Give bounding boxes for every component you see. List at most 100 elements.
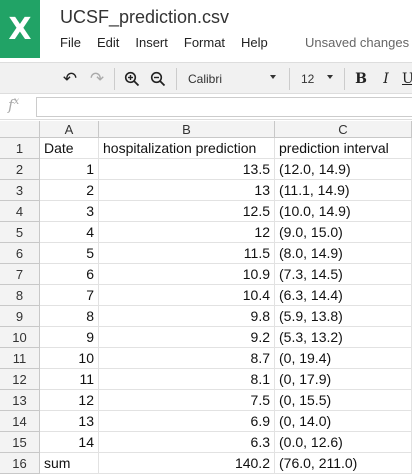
menu-format[interactable]: Format [183,35,226,50]
cell-c[interactable]: (0, 14.0) [275,411,412,432]
chevron-down-icon [327,75,333,79]
cell-c[interactable]: (0.0, 12.6) [275,432,412,453]
row-header[interactable]: 14 [0,411,40,432]
row-header[interactable]: 7 [0,264,40,285]
cell-a[interactable]: 5 [40,243,99,264]
cell-c[interactable]: (6.3, 14.4) [275,285,412,306]
cell-b[interactable]: 6.3 [99,432,275,453]
cell-a[interactable]: 7 [40,285,99,306]
table-row: 1 Date hospitalization prediction predictio… [0,138,412,159]
cell-c[interactable]: (5.3, 13.2) [275,327,412,348]
cell-a[interactable]: Date [40,138,99,159]
table-row: 14 13 6.9 (0, 14.0) [0,411,412,432]
cell-b[interactable]: 140.2 [99,453,275,474]
spreadsheet-grid: A B C 1 Date hospitalization prediction pre… [0,121,412,476]
cell-b[interactable]: 12 [99,222,275,243]
column-header-c[interactable]: C [275,121,412,138]
table-row: 16 sum 140.2 (76.0, 211.0) [0,453,412,474]
cell-c[interactable]: (76.0, 211.0) [275,453,412,474]
cell-a[interactable]: 13 [40,411,99,432]
row-header[interactable]: 12 [0,369,40,390]
table-row: 2 1 13.5 (12.0, 14.9) [0,159,412,180]
italic-button[interactable]: I [383,71,389,87]
table-row: 15 14 6.3 (0.0, 12.6) [0,432,412,453]
menu-file[interactable]: File [60,35,81,50]
font-size-select[interactable]: 12 [301,69,333,89]
cell-a[interactable]: 9 [40,327,99,348]
menu-help[interactable]: Help [241,35,268,50]
row-header[interactable]: 10 [0,327,40,348]
cell-b[interactable]: 9.8 [99,306,275,327]
cell-b[interactable]: 8.1 [99,369,275,390]
table-row: 6 5 11.5 (8.0, 14.9) [0,243,412,264]
toolbar-divider [344,68,345,90]
select-all-corner[interactable] [0,121,40,138]
cell-c[interactable]: (12.0, 14.9) [275,159,412,180]
cell-a[interactable]: 11 [40,369,99,390]
row-header[interactable]: 13 [0,390,40,411]
cell-a[interactable]: 14 [40,432,99,453]
cell-c[interactable]: (0, 15.5) [275,390,412,411]
cell-c[interactable]: (11.1, 14.9) [275,180,412,201]
table-row: 7 6 10.9 (7.3, 14.5) [0,264,412,285]
undo-icon[interactable]: ↶ [62,69,78,88]
row-header[interactable]: 16 [0,453,40,474]
bold-button[interactable]: B [355,71,367,87]
cell-a[interactable]: 3 [40,201,99,222]
menu-insert[interactable]: Insert [135,35,168,50]
cell-b[interactable]: hospitalization prediction [99,138,275,159]
save-status: Unsaved changes [305,35,410,50]
cell-b[interactable]: 10.4 [99,285,275,306]
cell-b[interactable]: 8.7 [99,348,275,369]
cell-a[interactable]: sum [40,453,99,474]
column-header-a[interactable]: A [40,121,99,138]
table-row: 5 4 12 (9.0, 15.0) [0,222,412,243]
row-header[interactable]: 9 [0,306,40,327]
row-header[interactable]: 11 [0,348,40,369]
cell-a[interactable]: 10 [40,348,99,369]
cell-a[interactable]: 8 [40,306,99,327]
chevron-down-icon [270,75,276,79]
row-header[interactable]: 1 [0,138,40,159]
cell-b[interactable]: 13.5 [99,159,275,180]
cell-b[interactable]: 12.5 [99,201,275,222]
cell-c[interactable]: (0, 17.9) [275,369,412,390]
row-header[interactable]: 4 [0,201,40,222]
row-header[interactable]: 15 [0,432,40,453]
row-header[interactable]: 3 [0,180,40,201]
cell-b[interactable]: 7.5 [99,390,275,411]
underline-button[interactable]: U [402,71,412,87]
zoom-in-icon[interactable] [122,69,142,89]
cell-b[interactable]: 10.9 [99,264,275,285]
cell-a[interactable]: 12 [40,390,99,411]
cell-c[interactable]: (8.0, 14.9) [275,243,412,264]
formula-input[interactable] [36,97,412,117]
cell-b[interactable]: 11.5 [99,243,275,264]
zoom-out-icon[interactable] [148,69,168,89]
column-header-b[interactable]: B [99,121,275,138]
toolbar-divider [114,68,115,90]
toolbar-divider [289,68,290,90]
row-header[interactable]: 8 [0,285,40,306]
document-title[interactable]: UCSF_prediction.csv [60,7,230,27]
redo-icon[interactable]: ↷ [89,69,105,88]
cell-c[interactable]: (10.0, 14.9) [275,201,412,222]
cell-a[interactable]: 2 [40,180,99,201]
cell-a[interactable]: 4 [40,222,99,243]
cell-c[interactable]: (0, 19.4) [275,348,412,369]
cell-c[interactable]: (5.9, 13.8) [275,306,412,327]
cell-c[interactable]: (9.0, 15.0) [275,222,412,243]
cell-c[interactable]: prediction interval [275,138,412,159]
cell-a[interactable]: 6 [40,264,99,285]
cell-a[interactable]: 1 [40,159,99,180]
font-family-select[interactable]: Calibri [188,69,276,89]
row-header[interactable]: 2 [0,159,40,180]
cell-c[interactable]: (7.3, 14.5) [275,264,412,285]
cell-b[interactable]: 13 [99,180,275,201]
row-header[interactable]: 6 [0,243,40,264]
row-header[interactable]: 5 [0,222,40,243]
cell-b[interactable]: 9.2 [99,327,275,348]
menu-edit[interactable]: Edit [96,35,120,50]
cell-b[interactable]: 6.9 [99,411,275,432]
table-row: 4 3 12.5 (10.0, 14.9) [0,201,412,222]
